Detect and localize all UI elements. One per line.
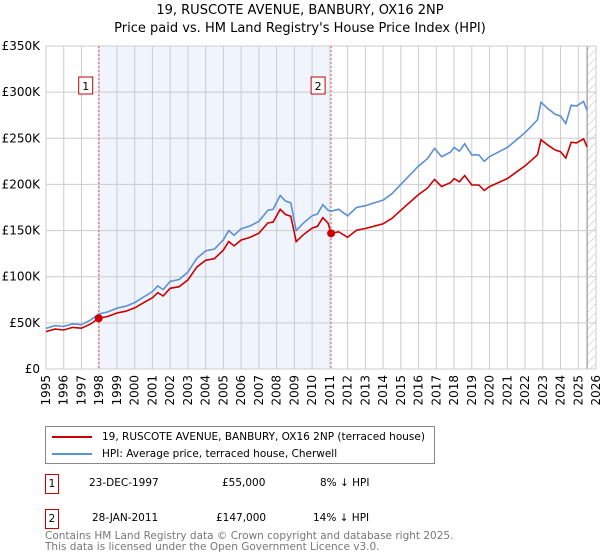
sale-marker-box	[78, 76, 94, 95]
y-tick-label: £150K	[2, 224, 42, 238]
x-tick-label: 2012	[341, 375, 355, 406]
footer: Contains HM Land Registry data © Crown c…	[45, 531, 453, 553]
sale-row-2: 2 28-JAN-2011 £147,000 14% ↓ HPI	[45, 509, 445, 529]
sale-marker-label: 1	[82, 80, 89, 93]
x-tick-label: 1998	[92, 375, 106, 406]
x-tick-label: 1999	[110, 375, 124, 406]
x-tick-label: 2000	[128, 375, 142, 406]
legend-swatch-blue	[52, 453, 92, 455]
x-tick-label: 2020	[483, 375, 497, 406]
shaded-period	[98, 46, 332, 369]
y-tick-label: £250K	[2, 131, 42, 145]
x-tick-label: 1995	[39, 375, 53, 406]
x-tick-label: 2011	[323, 375, 337, 406]
x-tick-label: 2014	[376, 375, 390, 406]
sale-point	[94, 314, 103, 323]
x-tick-label: 2026	[589, 375, 600, 406]
sale-price: £147,000	[216, 512, 267, 524]
x-tick-label: 2015	[394, 375, 408, 406]
sale-hpi-diff: 14% ↓ HPI	[313, 512, 370, 524]
x-tick-label: 2021	[500, 375, 514, 406]
x-tick-label: 1997	[74, 375, 88, 406]
legend-swatch-red	[52, 436, 92, 438]
footer-line-1: Contains HM Land Registry data © Crown c…	[45, 530, 454, 542]
x-tick-label: 2017	[429, 375, 443, 406]
y-tick-label: £0	[25, 362, 40, 376]
x-tick-label: 2009	[287, 375, 301, 406]
chart-subtitle: Price paid vs. HM Land Registry's House …	[114, 21, 486, 36]
property-price-line	[45, 137, 588, 333]
x-tick-label: 2003	[181, 375, 195, 406]
sale-point	[327, 229, 336, 238]
sale-marker-label: 2	[45, 509, 59, 529]
sale-row-1: 1 23-DEC-1997 £55,000 8% ↓ HPI	[45, 474, 445, 494]
plot-frame	[45, 45, 597, 370]
sale-marker-label: 1	[45, 474, 59, 494]
x-tick-label: 1996	[57, 375, 71, 406]
x-tick-label: 2018	[447, 375, 461, 406]
y-tick-label: £100K	[2, 270, 42, 284]
sale-marker-label: 2	[315, 80, 322, 93]
footer-line-2: This data is licensed under the Open Gov…	[45, 541, 380, 553]
x-tick-label: 2022	[518, 375, 532, 406]
sale-date: 28-JAN-2011	[92, 512, 159, 524]
forecast-hatch	[587, 46, 596, 369]
hpi-line	[45, 100, 588, 330]
y-tick-label: £300K	[2, 85, 42, 99]
x-tick-label: 2008	[270, 375, 284, 406]
sale-hpi-diff: 8% ↓ HPI	[320, 477, 370, 489]
x-tick-label: 2025	[571, 375, 585, 406]
x-tick-label: 2006	[234, 375, 248, 406]
x-tick-label: 2004	[199, 375, 213, 406]
x-tick-label: 2010	[305, 375, 319, 406]
legend: 19, RUSCOTE AVENUE, BANBURY, OX16 2NP (t…	[45, 426, 435, 464]
x-tick-label: 2016	[412, 375, 426, 406]
x-tick-label: 2005	[216, 375, 230, 406]
sale-date: 23-DEC-1997	[89, 477, 159, 489]
x-tick-label: 2013	[358, 375, 372, 406]
sale-marker-box	[310, 76, 326, 95]
x-tick-label: 2001	[145, 375, 159, 406]
legend-label-hpi: HPI: Average price, terraced house, Cher…	[102, 448, 338, 460]
x-tick-label: 2024	[554, 375, 568, 406]
legend-label-property: 19, RUSCOTE AVENUE, BANBURY, OX16 2NP (t…	[102, 431, 425, 443]
y-tick-label: £350K	[2, 39, 42, 53]
x-tick-label: 2019	[465, 375, 479, 406]
chart-title: 19, RUSCOTE AVENUE, BANBURY, OX16 2NP	[156, 3, 444, 18]
x-tick-label: 2007	[252, 375, 266, 406]
sale-price: £55,000	[222, 477, 266, 489]
x-tick-label: 2002	[163, 375, 177, 406]
y-tick-label: £50K	[9, 316, 41, 330]
x-tick-label: 2023	[536, 375, 550, 406]
y-tick-label: £200K	[2, 177, 42, 191]
price-chart: 1995 1996 1997 1998 1999 2000 2001 2002 2003 2004…	[2, 39, 600, 406]
